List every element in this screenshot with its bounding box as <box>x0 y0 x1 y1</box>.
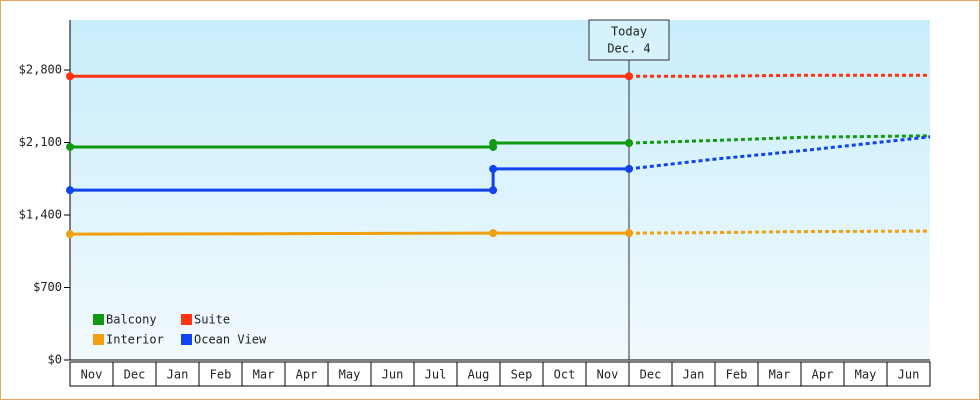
point <box>489 164 498 173</box>
x-tick-box <box>413 361 458 387</box>
legend-swatch <box>181 334 192 345</box>
x-tick-box <box>198 361 243 387</box>
forecast-line <box>628 135 931 171</box>
legend-label: Ocean View <box>194 333 267 347</box>
point <box>66 72 74 81</box>
x-tick-box <box>327 361 372 387</box>
x-tick-label: Dec <box>124 368 146 382</box>
y-tick-label: $0 <box>48 353 62 367</box>
x-tick-box <box>628 361 673 387</box>
x-tick-label: Apr <box>812 368 834 382</box>
x-tick-box <box>671 361 716 387</box>
x-tick-label: May <box>339 368 361 382</box>
x-tick-label: Mar <box>769 368 791 382</box>
legend-swatch <box>181 314 192 325</box>
legend-label: Balcony <box>106 313 157 327</box>
forecast-line <box>628 229 931 235</box>
series-line <box>69 231 629 236</box>
y-tick-label: $2,100 <box>19 135 62 149</box>
x-tick-label: Feb <box>726 368 748 382</box>
x-tick-box <box>585 361 630 387</box>
legend-swatch <box>93 314 104 325</box>
x-tick-label: Dec <box>640 368 662 382</box>
x-tick-label: Sep <box>511 368 533 382</box>
x-tick-box <box>370 361 415 387</box>
x-tick-label: Feb <box>210 368 232 382</box>
point <box>489 186 498 195</box>
today-label: Dec. 4 <box>607 42 650 56</box>
today-box <box>588 19 670 61</box>
x-tick-box <box>886 361 931 387</box>
series-line <box>70 167 629 192</box>
x-tick-box <box>757 361 802 387</box>
x-tick-label: Jan <box>167 368 189 382</box>
x-tick-box <box>112 361 157 387</box>
x-tick-box <box>155 361 200 387</box>
point <box>66 230 74 239</box>
legend-label: Suite <box>194 313 230 327</box>
legend-swatch <box>93 334 104 345</box>
x-tick-box <box>241 361 286 387</box>
x-tick-label: Jun <box>898 368 920 382</box>
x-tick-box <box>69 361 114 387</box>
x-tick-label: Oct <box>554 368 576 382</box>
x-tick-box <box>843 361 888 387</box>
y-tick-label: $1,400 <box>19 208 62 222</box>
forecast-line <box>629 73 930 78</box>
point <box>625 229 633 238</box>
x-tick-box <box>714 361 759 387</box>
x-tick-label: Jul <box>425 368 447 382</box>
x-tick-label: Nov <box>597 368 619 382</box>
forecast-line <box>628 134 931 145</box>
point <box>66 142 74 151</box>
y-tick-label: $700 <box>33 280 62 294</box>
point <box>625 164 633 173</box>
x-tick-box <box>800 361 845 387</box>
legend-label: Interior <box>106 333 164 347</box>
x-tick-label: Apr <box>296 368 318 382</box>
point <box>489 139 498 148</box>
x-tick-label: Aug <box>468 368 490 382</box>
x-tick-box <box>456 361 501 387</box>
x-tick-box <box>284 361 329 387</box>
x-tick-label: Jan <box>683 368 705 382</box>
y-tick-label: $2,800 <box>19 63 62 77</box>
point <box>625 139 633 148</box>
x-tick-label: Mar <box>253 368 275 382</box>
today-label: Today <box>611 25 647 39</box>
x-tick-label: Nov <box>81 368 103 382</box>
point <box>625 72 633 81</box>
x-tick-label: Jun <box>382 368 404 382</box>
x-tick-label: May <box>855 368 877 382</box>
point <box>489 229 498 238</box>
point <box>66 186 74 195</box>
